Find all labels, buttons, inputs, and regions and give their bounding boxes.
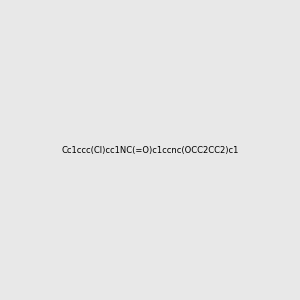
Text: Cc1ccc(Cl)cc1NC(=O)c1ccnc(OCC2CC2)c1: Cc1ccc(Cl)cc1NC(=O)c1ccnc(OCC2CC2)c1: [61, 146, 239, 154]
